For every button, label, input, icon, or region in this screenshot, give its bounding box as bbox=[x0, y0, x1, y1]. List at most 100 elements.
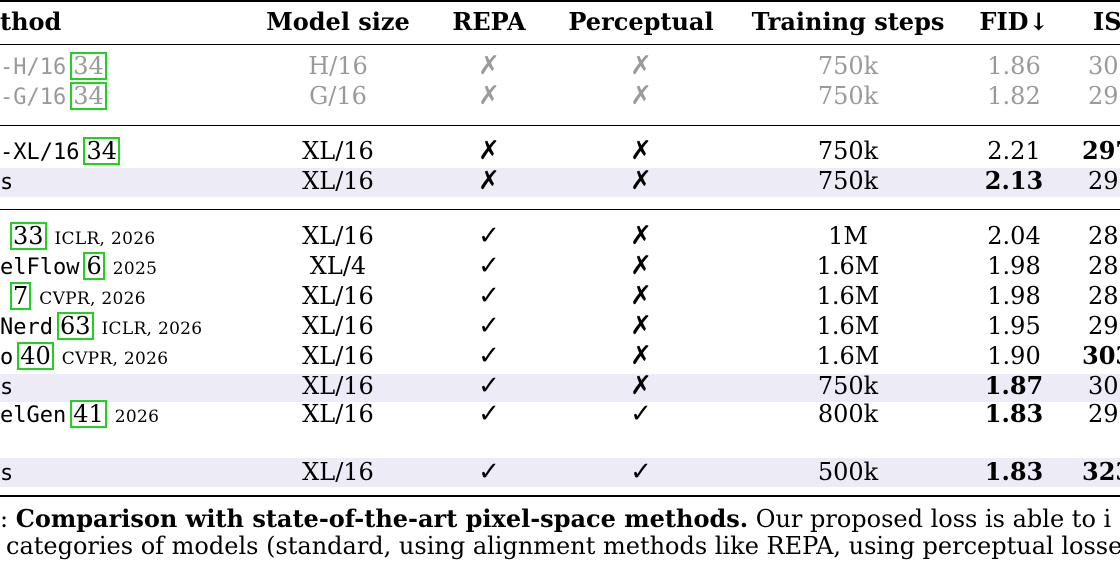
model-size-cell: XL/16 bbox=[302, 400, 374, 428]
model-size-cell: XL/16 bbox=[302, 282, 374, 310]
model-size-cell: XL/16 bbox=[302, 137, 374, 165]
perceptual-mark: ✓ bbox=[630, 399, 652, 429]
method-name: -G/16 bbox=[0, 85, 67, 110]
steps-cell: 1.6M bbox=[816, 342, 880, 370]
steps-cell: 1.6M bbox=[816, 282, 880, 310]
venue-label: CVPR, 2026 bbox=[61, 349, 169, 369]
model-size-cell: XL/16 bbox=[302, 222, 374, 250]
perceptual-mark: ✗ bbox=[630, 341, 652, 371]
perceptual-mark: ✗ bbox=[630, 136, 652, 166]
model-size-cell: XL/4 bbox=[309, 252, 367, 280]
repa-mark: ✗ bbox=[478, 81, 500, 111]
header-perceptual: Perceptual bbox=[568, 7, 714, 36]
method-name: elGen bbox=[0, 403, 67, 428]
fid-cell: 1.83 bbox=[984, 399, 1044, 428]
group-divider-2 bbox=[0, 209, 1120, 210]
header-fid: FID↓ bbox=[979, 7, 1049, 36]
model-size-cell: XL/16 bbox=[302, 167, 374, 195]
is-cell: 298 bbox=[1088, 312, 1120, 340]
method-cell: elFlow 6 2025 bbox=[0, 251, 157, 284]
steps-cell: 1.6M bbox=[816, 252, 880, 280]
perceptual-mark: ✗ bbox=[630, 221, 652, 251]
model-size-cell: H/16 bbox=[308, 52, 368, 80]
perceptual-mark: ✗ bbox=[630, 281, 652, 311]
method-name: Nerd bbox=[0, 315, 53, 340]
table-top-rule bbox=[0, 0, 1120, 2]
fid-cell: 1.98 bbox=[987, 252, 1041, 280]
perceptual-mark: ✗ bbox=[630, 251, 652, 281]
steps-cell: 750k bbox=[817, 52, 879, 80]
method-cell: s bbox=[0, 166, 13, 198]
steps-cell: 1.6M bbox=[816, 312, 880, 340]
venue-label: 2026 bbox=[114, 407, 160, 427]
group-divider-1 bbox=[0, 125, 1120, 126]
repa-mark: ✓ bbox=[478, 371, 500, 401]
fid-cell: 1.95 bbox=[987, 312, 1041, 340]
steps-cell: 750k bbox=[817, 137, 879, 165]
repa-mark: ✗ bbox=[478, 51, 500, 81]
steps-cell: 800k bbox=[817, 400, 879, 428]
citation-link[interactable]: 40 bbox=[17, 342, 54, 370]
citation-link[interactable]: 7 bbox=[10, 282, 32, 310]
fid-cell: 1.83 bbox=[984, 457, 1044, 486]
fid-cell: 2.13 bbox=[984, 166, 1044, 195]
steps-cell: 750k bbox=[817, 372, 879, 400]
citation-link[interactable]: 63 bbox=[56, 312, 94, 340]
repa-mark: ✓ bbox=[478, 281, 500, 311]
caption-line-2: categories of models (standard, using al… bbox=[6, 532, 1120, 560]
method-name: -H/16 bbox=[0, 55, 67, 80]
citation-link[interactable]: 6 bbox=[83, 252, 105, 280]
fid-cell: 1.98 bbox=[987, 282, 1041, 310]
steps-cell: 1M bbox=[828, 222, 868, 250]
repa-mark: ✓ bbox=[478, 311, 500, 341]
is-cell: 292 bbox=[1088, 82, 1120, 110]
steps-cell: 750k bbox=[817, 82, 879, 110]
method-cell: -H/16 34 bbox=[0, 51, 107, 83]
is-cell: 293 bbox=[1088, 400, 1120, 428]
header-repa: REPA bbox=[452, 7, 526, 36]
model-size-cell: XL/16 bbox=[302, 458, 374, 486]
method-name: -XL/16 bbox=[0, 140, 80, 165]
model-size-cell: G/16 bbox=[309, 82, 367, 110]
header-is: IS bbox=[1093, 7, 1120, 36]
citation-link[interactable]: 34 bbox=[70, 82, 107, 110]
method-cell: -XL/16 34 bbox=[0, 136, 121, 168]
citation-link[interactable]: 34 bbox=[70, 52, 107, 80]
is-cell: 297 bbox=[1082, 136, 1120, 165]
model-size-cell: XL/16 bbox=[302, 372, 374, 400]
method-name: elFlow bbox=[0, 255, 80, 280]
repa-mark: ✓ bbox=[478, 457, 500, 487]
repa-mark: ✓ bbox=[478, 251, 500, 281]
citation-link[interactable]: 41 bbox=[70, 400, 107, 428]
method-cell: s bbox=[0, 457, 13, 489]
caption-text: Our proposed loss is able to i bbox=[755, 505, 1112, 533]
venue-label: CVPR, 2026 bbox=[39, 289, 146, 309]
fid-cell: 1.90 bbox=[987, 342, 1041, 370]
is-cell: 283 bbox=[1088, 222, 1120, 250]
highlight-row-ours-3 bbox=[0, 458, 1120, 487]
highlight-row-ours-1 bbox=[0, 168, 1120, 197]
citation-link[interactable]: 33 bbox=[10, 222, 47, 250]
method-cell: 7 CVPR, 2026 bbox=[6, 281, 146, 314]
is-cell: 282 bbox=[1088, 252, 1120, 280]
method-cell: 33 ICLR, 2026 bbox=[6, 221, 155, 254]
is-cell: 282 bbox=[1088, 282, 1120, 310]
method-cell: Nerd 63 ICLR, 2026 bbox=[0, 311, 202, 344]
perceptual-mark: ✗ bbox=[630, 51, 652, 81]
venue-label: 2025 bbox=[112, 259, 158, 279]
is-cell: 323 bbox=[1082, 457, 1120, 486]
perceptual-mark: ✗ bbox=[630, 371, 652, 401]
header-method: thod bbox=[0, 7, 62, 36]
steps-cell: 500k bbox=[817, 458, 879, 486]
method-name: s bbox=[0, 461, 14, 486]
method-cell: s bbox=[0, 371, 13, 403]
citation-link[interactable]: 34 bbox=[83, 137, 121, 165]
repa-mark: ✓ bbox=[478, 399, 500, 429]
perceptual-mark: ✗ bbox=[630, 311, 652, 341]
fid-cell: 2.21 bbox=[987, 137, 1041, 165]
venue-label: ICLR, 2026 bbox=[101, 319, 203, 339]
fid-cell: 1.86 bbox=[987, 52, 1041, 80]
repa-mark: ✓ bbox=[478, 221, 500, 251]
venue-label: ICLR, 2026 bbox=[54, 229, 156, 249]
fid-cell: 1.82 bbox=[987, 82, 1041, 110]
